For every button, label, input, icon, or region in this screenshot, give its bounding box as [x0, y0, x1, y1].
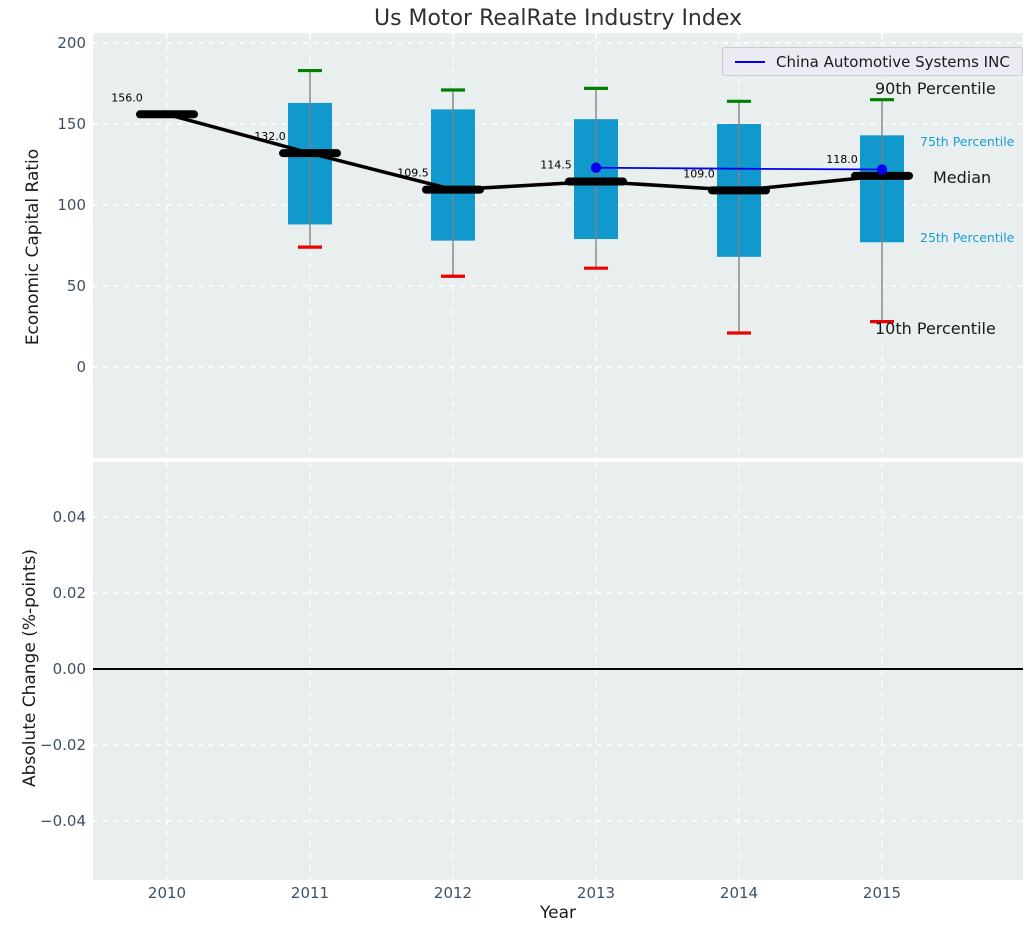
ytick-top-200: 200	[57, 34, 86, 52]
median-value-label-2011: 132.0	[254, 130, 286, 143]
xtick-2015: 2015	[862, 884, 902, 902]
company-line	[595, 166, 883, 171]
xtick-2014: 2014	[719, 884, 759, 902]
percentile-annotation-p10: 10th Percentile	[875, 318, 996, 338]
median-value-label-2015: 118.0	[826, 153, 858, 166]
median-value-label-2010: 156.0	[111, 91, 143, 104]
ytick-bottom-−0.04: −0.04	[40, 812, 86, 830]
legend-line-swatch	[735, 60, 765, 63]
median-line	[166, 112, 883, 193]
legend: China Automotive Systems INC	[722, 47, 1023, 76]
legend-label: China Automotive Systems INC	[776, 52, 1010, 71]
ytick-top-150: 150	[57, 115, 86, 133]
ytick-bottom-−0.02: −0.02	[40, 736, 86, 754]
y-axis-label-top: Economic Capital Ratio	[23, 148, 43, 346]
ytick-top-0: 0	[76, 358, 86, 376]
bottom-plot-svg	[93, 462, 1023, 880]
top-plot-svg: 156.0 132.0 109.5 114.5 109.0 118.0	[93, 33, 1023, 458]
top-plot-area: 156.0 132.0 109.5 114.5 109.0 118.0	[93, 33, 1023, 458]
company-dot-2013	[590, 162, 602, 173]
ytick-top-50: 50	[66, 277, 86, 295]
xtick-2010: 2010	[147, 884, 187, 902]
x-axis-label: Year	[540, 903, 576, 923]
xtick-2011: 2011	[290, 884, 330, 902]
percentile-annotation-median: Median	[933, 167, 992, 187]
percentile-annotation-p90: 90th Percentile	[875, 78, 996, 98]
ytick-bottom-0.02: 0.02	[52, 584, 86, 602]
median-value-label-2014: 109.0	[683, 167, 715, 180]
percentile-annotation-q3: 75th Percentile	[920, 133, 1015, 149]
xtick-2013: 2013	[576, 884, 616, 902]
ytick-bottom-0.00: 0.00	[52, 660, 86, 678]
median-value-label-2013: 114.5	[540, 159, 572, 172]
xtick-2012: 2012	[433, 884, 473, 902]
median-value-label-2012: 109.5	[397, 167, 429, 180]
bottom-plot-area	[93, 462, 1023, 880]
ytick-bottom-0.04: 0.04	[52, 508, 86, 526]
ytick-top-100: 100	[57, 196, 86, 214]
percentile-annotation-q1: 25th Percentile	[920, 229, 1015, 245]
company-dot-2015	[876, 164, 888, 175]
chart-title: Us Motor RealRate Industry Index	[373, 6, 743, 31]
